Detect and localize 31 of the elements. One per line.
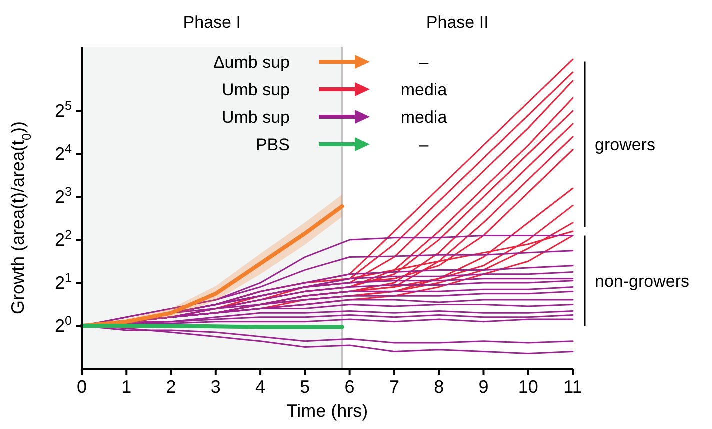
x-axis-title: Time (hrs) xyxy=(286,401,368,421)
legend-label: Δumb sup xyxy=(213,53,290,72)
x-tick-label: 10 xyxy=(518,377,538,397)
y-tick-label: 2$^{0}$ xyxy=(54,314,72,336)
x-tick-label: 4 xyxy=(256,377,266,397)
x-tick-label: 6 xyxy=(344,377,355,397)
annotation: media xyxy=(400,80,448,100)
x-tick-label: 1 xyxy=(122,377,132,397)
legend-label: Umb sup xyxy=(222,80,290,100)
annotation: media xyxy=(400,108,448,127)
x-tick-label: 3 xyxy=(210,377,221,397)
x-tick-label: 0 xyxy=(76,377,88,397)
y-tick-label: 2$^{4}$ xyxy=(54,142,72,164)
annotation: – xyxy=(419,53,430,72)
x-tick-label: 5 xyxy=(300,377,310,397)
x-tick-label: 11 xyxy=(564,377,582,397)
x-tick-label: 8 xyxy=(434,377,444,397)
x-tick-label: 2 xyxy=(166,377,176,397)
text: non-growers xyxy=(595,272,690,291)
band-label: Phase I xyxy=(183,13,241,32)
y-tick-label: 2$^{2}$ xyxy=(54,228,72,250)
x-tick-label: 9 xyxy=(478,377,489,397)
y-tick-label: 2$^{3}$ xyxy=(54,185,72,208)
legend-label: PBS xyxy=(256,136,290,154)
annotation: – xyxy=(419,136,430,154)
x-tick-label: 7 xyxy=(389,377,400,397)
text: growers xyxy=(595,135,656,154)
y-tick-label: 2$^{1}$ xyxy=(54,271,72,294)
y-tick-label: 2$^{5}$ xyxy=(54,99,72,122)
legend-label: Umb sup xyxy=(222,108,290,127)
text: Phase II xyxy=(426,13,489,32)
